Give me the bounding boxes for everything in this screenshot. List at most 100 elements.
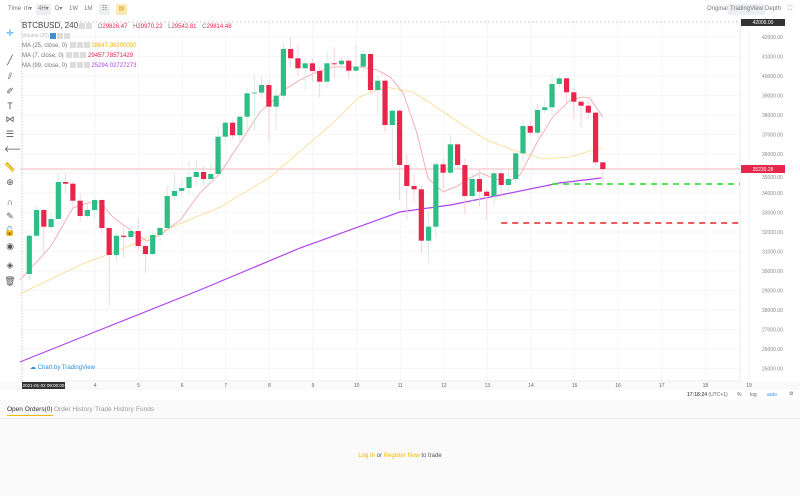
candle (208, 163, 214, 184)
candle (121, 226, 127, 258)
volume-label: Volume (20) (22, 33, 49, 39)
candle (353, 44, 359, 73)
tab-order-history[interactable]: Order History (54, 406, 93, 413)
candle-body (48, 219, 54, 227)
orders-tabs: Open Orders(0) Order History Trade Histo… (0, 402, 800, 418)
candle-body (556, 78, 562, 84)
trend-line-icon[interactable]: ╱ (7, 55, 13, 65)
ma25-label: MA (25, close, 0) (22, 43, 68, 49)
tradingview-watermark[interactable]: ☁ Chart by TradingView (30, 365, 95, 371)
tab-funds[interactable]: Funds (136, 406, 155, 413)
x-tick-label: 13 (485, 383, 491, 389)
candle (222, 120, 228, 145)
candle-body (324, 63, 330, 82)
candle-body (273, 95, 279, 107)
x-tick-label: 6 (181, 383, 184, 389)
pattern-icon[interactable]: ⋈ (5, 114, 15, 124)
candle (237, 115, 243, 145)
candle-body (99, 200, 105, 228)
multi-line-icon[interactable]: ⫽ (7, 71, 12, 81)
price-chart[interactable]: 42000.00 41000.00 40000.00 39000.00 38000.00… (0, 19, 800, 390)
lock-icon[interactable]: 🔓 (4, 226, 16, 236)
x-tick-label: 8 (268, 383, 271, 389)
x-tick-label: 4 (94, 383, 97, 389)
eye-icon[interactable]: ◉ (6, 241, 14, 251)
candle-body (186, 176, 192, 189)
candle-body (360, 54, 366, 67)
measure-icon[interactable]: ☰ (5, 129, 15, 139)
candle-body (498, 173, 504, 186)
percent-toggle[interactable]: % (737, 392, 742, 398)
candle-body (592, 112, 599, 163)
x-tick-label: 15 (572, 383, 578, 389)
candle-body (179, 188, 185, 191)
candle (389, 109, 395, 167)
view-tradingview[interactable]: TradingView (728, 4, 766, 15)
trash-icon[interactable]: 🗑 (4, 276, 16, 286)
y-tick-label: 29000.00 (762, 289, 783, 295)
interval-week[interactable]: 1W (69, 6, 78, 12)
candle (55, 173, 61, 221)
candle (469, 173, 475, 203)
candle-body (433, 164, 439, 227)
log-toggle[interactable]: log (750, 392, 757, 398)
candle (542, 99, 548, 114)
interval-day[interactable]: D▾ (55, 6, 63, 12)
candle-body (491, 173, 497, 197)
tab-trade-history[interactable]: Trade History (95, 406, 134, 413)
view-original[interactable]: Original (707, 6, 728, 12)
candle (171, 173, 178, 201)
interval-4h[interactable]: 4H▾ (36, 4, 51, 15)
candle (571, 87, 577, 119)
candle-body (578, 101, 584, 106)
candle-body (280, 48, 286, 96)
x-tick-label: 17 (659, 383, 665, 389)
lock-draw-icon[interactable]: ✎ (6, 211, 14, 221)
candle-body (237, 116, 243, 136)
candle-body (63, 182, 69, 184)
candle-body (41, 209, 47, 227)
crosshair-icon[interactable]: ✛ (6, 28, 14, 38)
candle (70, 181, 76, 207)
y-tick-label: 42000.00 (762, 35, 783, 41)
indicators-icon[interactable]: ▤ (116, 4, 127, 15)
last-price-label: 35230.28 (753, 167, 774, 173)
y-tick-label: 27000.00 (762, 328, 783, 334)
zoom-in-icon[interactable]: ⊕ (6, 177, 14, 187)
gear-icon[interactable]: ⚙ (789, 391, 794, 397)
candle-body (33, 209, 40, 236)
chart-settings-icon[interactable]: ☷ (99, 4, 110, 15)
candle (266, 79, 272, 142)
candle-body (244, 93, 250, 117)
candle (200, 165, 207, 186)
candle-body (77, 200, 83, 216)
tab-open-orders[interactable]: Open Orders(0) (7, 406, 53, 416)
candle-body (505, 179, 512, 186)
candle (33, 206, 40, 238)
candle (534, 103, 541, 139)
candle-body (542, 107, 548, 111)
interval-month[interactable]: 1M (84, 6, 93, 12)
open-value: 29826.47 (102, 24, 128, 30)
candle (77, 193, 83, 223)
magnet-icon[interactable]: ∩ (6, 197, 14, 207)
candle (382, 77, 388, 133)
interval-minutes[interactable]: m▾ (24, 6, 33, 12)
tradingview-logo-icon: ☁ (30, 365, 36, 371)
view-depth[interactable]: Depth (765, 6, 782, 12)
chart-legend: BTCBUSD, 240 O29826.47 H29970.22 L29542.… (22, 21, 232, 69)
candle-body (157, 227, 163, 236)
login-link[interactable]: Log In (358, 453, 375, 459)
layers-icon[interactable]: ◈ (6, 260, 14, 270)
brush-icon[interactable]: ✐ (6, 86, 14, 96)
register-link[interactable]: Register Now (383, 453, 420, 459)
text-icon[interactable]: T (7, 101, 13, 111)
y-tick-label: 40000.00 (762, 74, 783, 80)
candle-body (128, 230, 134, 237)
fullscreen-icon[interactable]: ⛶ (788, 6, 793, 12)
candle (99, 198, 105, 234)
last-price-label-bg (741, 165, 785, 174)
candle-body (389, 110, 395, 126)
ruler-icon[interactable]: 📏 (4, 162, 16, 172)
auto-toggle[interactable]: auto (767, 392, 777, 398)
